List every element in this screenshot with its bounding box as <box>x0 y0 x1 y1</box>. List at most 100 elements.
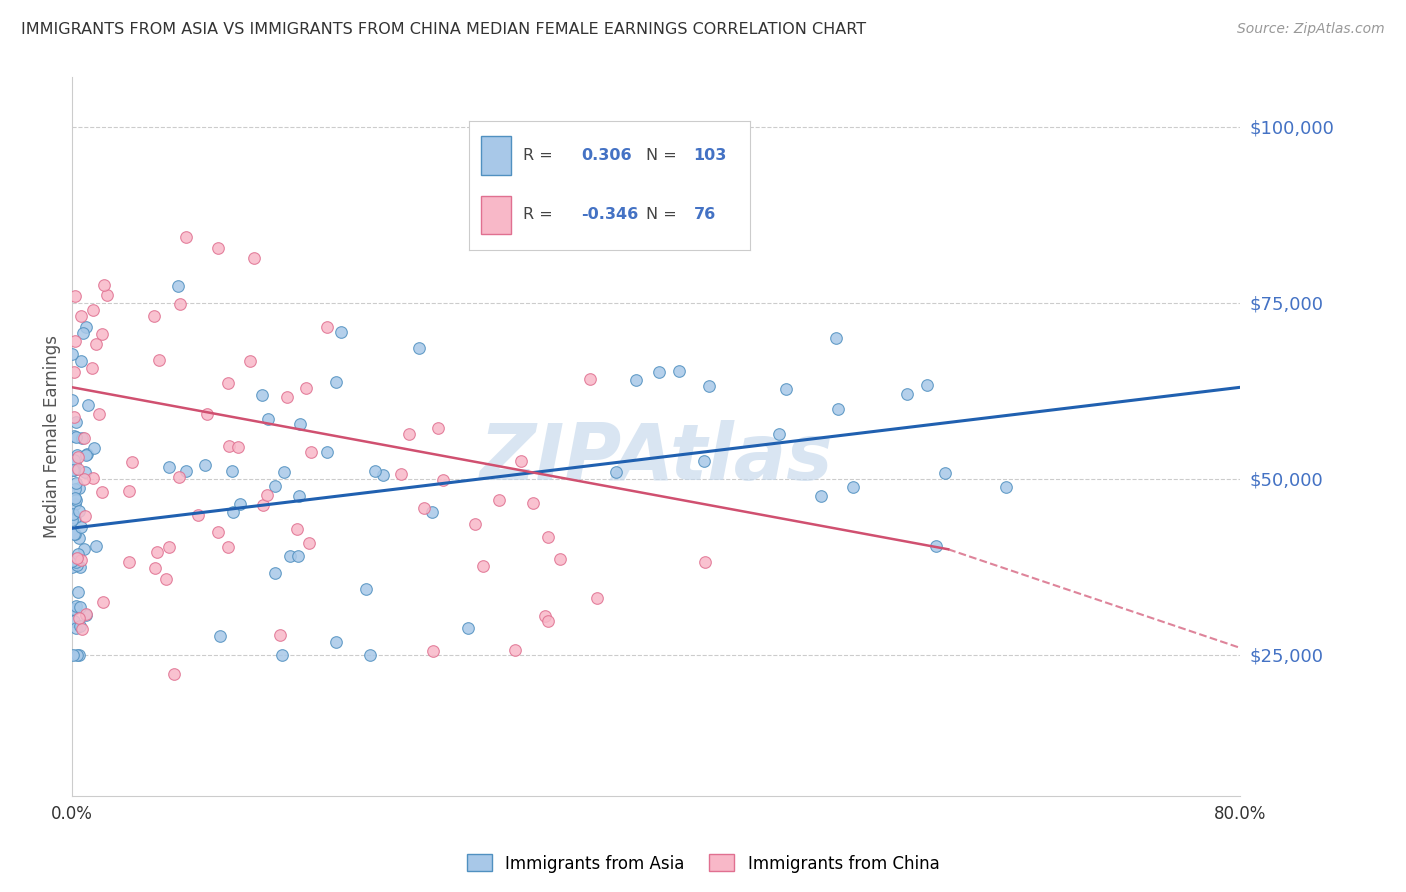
Point <box>62 560 84 574</box>
Point <box>76 398 98 412</box>
Point <box>157 459 180 474</box>
Point <box>169 296 191 310</box>
Point <box>550 552 572 566</box>
Point <box>176 230 198 244</box>
Point <box>62 393 84 408</box>
Point <box>288 417 311 431</box>
Point <box>648 365 671 379</box>
Point <box>217 376 239 391</box>
Point <box>63 497 86 511</box>
Point <box>668 364 690 378</box>
Point <box>75 608 97 623</box>
Point <box>118 555 141 569</box>
Point <box>924 539 946 553</box>
Point <box>287 522 309 536</box>
Point <box>271 648 294 662</box>
Point <box>67 504 90 518</box>
Point <box>63 527 86 541</box>
Point <box>62 527 84 541</box>
Point <box>250 388 273 402</box>
Point <box>69 619 91 633</box>
Point <box>62 648 84 662</box>
Point <box>87 407 110 421</box>
Point <box>288 489 311 503</box>
Point <box>270 628 292 642</box>
Point <box>117 484 139 499</box>
Point <box>65 621 87 635</box>
Point <box>398 427 420 442</box>
Point <box>65 492 87 507</box>
Point <box>316 319 339 334</box>
Point <box>297 536 319 550</box>
Point <box>75 508 97 523</box>
Point <box>537 614 560 628</box>
Point <box>66 448 89 462</box>
Point <box>62 614 84 628</box>
Point <box>65 599 87 613</box>
Point <box>65 475 87 490</box>
Point <box>488 493 510 508</box>
Point <box>432 474 454 488</box>
Text: Source: ZipAtlas.com: Source: ZipAtlas.com <box>1237 22 1385 37</box>
Point <box>464 517 486 532</box>
Point <box>354 582 377 597</box>
Point <box>329 325 352 339</box>
Point <box>208 629 231 643</box>
Point <box>90 485 112 500</box>
Point <box>155 572 177 586</box>
Point <box>62 462 84 476</box>
Point <box>63 334 86 348</box>
Point <box>91 595 114 609</box>
Point <box>65 555 87 569</box>
Point <box>413 500 436 515</box>
Point <box>66 648 89 662</box>
Y-axis label: Median Female Earnings: Median Female Earnings <box>44 335 60 538</box>
Point <box>457 621 479 635</box>
Point <box>299 445 322 459</box>
Point <box>60 347 83 361</box>
Point <box>148 352 170 367</box>
Point <box>76 447 98 461</box>
Point <box>472 559 495 574</box>
Point <box>810 489 832 503</box>
Point <box>693 555 716 569</box>
Point <box>167 469 190 483</box>
Point <box>364 464 387 478</box>
Point <box>174 464 197 478</box>
Point <box>63 365 86 379</box>
Point <box>63 463 86 477</box>
Point <box>658 234 681 248</box>
Point <box>194 458 217 472</box>
Text: ZIPAtlas: ZIPAtlas <box>479 420 832 496</box>
Point <box>67 648 90 662</box>
Point <box>391 467 413 482</box>
Point <box>422 644 444 658</box>
Point <box>256 488 278 502</box>
Point <box>522 496 544 510</box>
Point <box>896 387 918 401</box>
Point <box>63 511 86 525</box>
Point <box>586 591 609 606</box>
Point <box>264 478 287 492</box>
Point <box>67 482 90 496</box>
Point <box>537 530 560 544</box>
Point <box>195 407 218 421</box>
Point <box>256 412 278 426</box>
Point <box>90 326 112 341</box>
Point <box>166 279 188 293</box>
Point <box>217 540 239 554</box>
Point <box>63 458 86 472</box>
Point <box>67 531 90 545</box>
Point <box>63 453 86 467</box>
Point <box>825 331 848 345</box>
Text: IMMIGRANTS FROM ASIA VS IMMIGRANTS FROM CHINA MEDIAN FEMALE EARNINGS CORRELATION: IMMIGRANTS FROM ASIA VS IMMIGRANTS FROM … <box>21 22 866 37</box>
Point <box>66 461 89 475</box>
Point <box>579 372 602 386</box>
Point <box>65 430 87 444</box>
Point <box>82 471 104 485</box>
Point <box>73 466 96 480</box>
Point <box>84 336 107 351</box>
Point <box>69 599 91 614</box>
Point <box>827 402 849 417</box>
Point <box>70 520 93 534</box>
